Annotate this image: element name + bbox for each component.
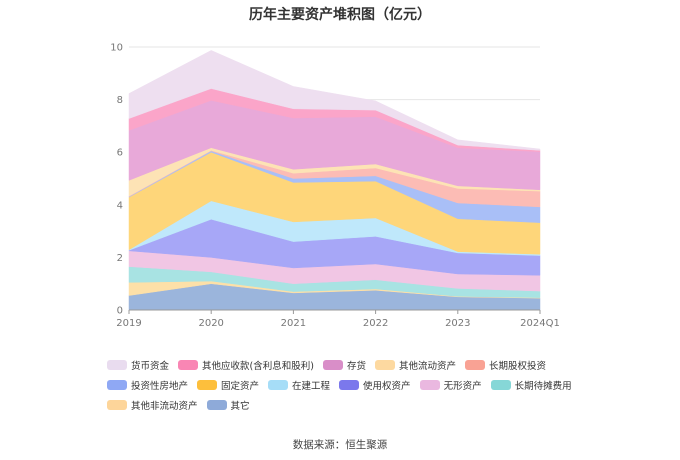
legend-label: 其它 [230, 401, 250, 412]
x-tick-label: 2020 [198, 318, 223, 329]
y-tick-label: 0 [117, 306, 123, 317]
legend-item[interactable]: 固定资产 [197, 378, 259, 392]
legend-swatch [374, 360, 395, 370]
legend-item[interactable]: 使用权资产 [339, 378, 411, 392]
legend-swatch [419, 380, 440, 390]
y-tick-label: 2 [117, 253, 123, 264]
y-tick-label: 10 [110, 43, 123, 54]
legend-item[interactable]: 无形资产 [419, 378, 482, 392]
legend-swatch [268, 380, 289, 390]
legend-item[interactable]: 长期股权投资 [464, 358, 546, 372]
legend-label: 存货 [346, 361, 366, 372]
legend-item[interactable]: 投资性房地产 [107, 378, 188, 392]
legend-swatch [490, 380, 511, 390]
legend-item[interactable]: 存货 [322, 358, 366, 372]
legend-label: 使用权资产 [363, 381, 411, 392]
x-tick-label: 2022 [363, 318, 388, 329]
legend-label: 其他非流动资产 [131, 401, 198, 412]
legend-item[interactable]: 其他非流动资产 [107, 398, 198, 412]
x-tick-label: 2019 [116, 318, 141, 329]
y-tick-label: 4 [117, 200, 123, 211]
x-tick-label: 2024Q1 [520, 318, 560, 329]
legend-swatch [206, 400, 227, 410]
legend-item[interactable]: 其它 [206, 398, 250, 412]
legend-label: 其他应收款(含利息和股利) [202, 361, 314, 372]
area-series [128, 50, 541, 311]
legend-item[interactable]: 其他流动资产 [374, 358, 456, 372]
legend-swatch [339, 380, 360, 390]
legend-swatch [107, 400, 127, 410]
legend: 货币资金 其他应收款(含利息和股利) 存货 其他流动资产 长期股权投资投资性房地产 固定资… [107, 358, 627, 412]
legend-label: 固定资产 [221, 381, 260, 392]
chart-title: 历年主要资产堆积图（亿元） [249, 7, 431, 23]
legend-label: 长期股权投资 [488, 361, 546, 372]
x-tick-label: 2021 [281, 318, 306, 329]
legend-swatch [107, 360, 127, 370]
legend-item[interactable]: 货币资金 [107, 358, 169, 372]
data-source: 数据来源：恒生聚源 [292, 439, 388, 451]
axes: 0 2 4 6 8 10 2019 2020 2021 2022 2023 2024Q1 [110, 43, 560, 330]
legend-label: 无形资产 [443, 381, 482, 392]
legend-label: 长期待摊费用 [514, 381, 572, 392]
y-tick-label: 8 [117, 95, 123, 106]
legend-label: 投资性房地产 [131, 381, 189, 392]
legend-swatch [107, 380, 127, 390]
area-series-货币资金[interactable] [128, 50, 541, 151]
legend-label: 在建工程 [292, 381, 331, 392]
x-tick-label: 2023 [445, 318, 470, 329]
legend-swatch [178, 360, 199, 370]
legend-swatch [464, 360, 485, 370]
legend-label: 货币资金 [131, 361, 170, 372]
legend-item[interactable]: 其他应收款(含利息和股利) [178, 358, 314, 372]
legend-item[interactable]: 长期待摊费用 [490, 378, 572, 392]
legend-swatch [197, 380, 218, 390]
legend-item[interactable]: 在建工程 [268, 378, 330, 392]
legend-swatch [322, 360, 343, 370]
stacked-area-chart: 0 2 4 6 8 10 2019 2020 2021 2022 2023 2024Q1 [110, 43, 560, 330]
y-tick-label: 6 [117, 148, 123, 159]
legend-label: 其他流动资产 [398, 361, 456, 372]
